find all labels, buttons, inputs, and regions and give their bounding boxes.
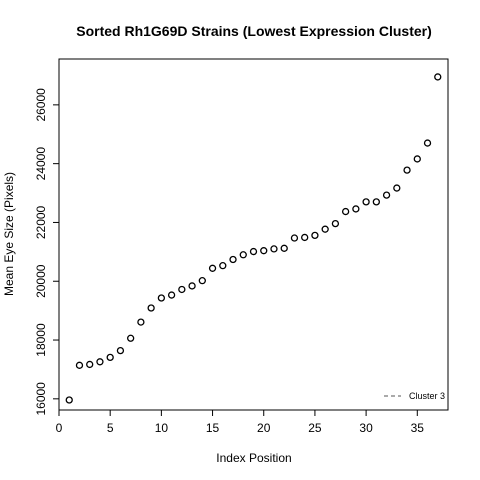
data-point (75, 361, 84, 369)
x-tick-label: 35 (411, 421, 425, 435)
y-tick-label: 24000 (34, 147, 48, 181)
data-point (423, 139, 432, 147)
y-axis-label: Mean Eye Size (Pixels) (2, 172, 16, 296)
data-point (188, 282, 196, 290)
data-point (157, 294, 166, 302)
data-point (393, 184, 401, 192)
data-point (147, 304, 155, 312)
x-tick-label: 25 (308, 421, 322, 435)
x-tick-label: 30 (359, 421, 373, 435)
x-axis-label: Index Position (216, 451, 291, 465)
data-point (260, 247, 268, 255)
data-point (382, 191, 391, 199)
data-point (127, 334, 135, 342)
data-point (362, 198, 370, 206)
x-tick-label: 15 (206, 421, 220, 435)
x-tick-label: 10 (155, 421, 169, 435)
data-point (239, 251, 247, 259)
data-point (116, 346, 125, 355)
y-tick-label: 22000 (34, 205, 48, 239)
y-tick-label: 20000 (34, 264, 48, 298)
data-point (434, 73, 442, 81)
data-point (331, 219, 340, 228)
x-tick-label: 0 (56, 421, 63, 435)
y-tick-label: 18000 (34, 323, 48, 357)
data-point (249, 247, 258, 256)
data-point (413, 155, 421, 163)
data-point (106, 353, 114, 362)
data-point (137, 318, 145, 326)
data-point (219, 262, 227, 270)
x-tick-label: 5 (107, 421, 114, 435)
data-point (65, 396, 73, 404)
legend-label-cluster-3: Cluster 3 (409, 391, 445, 401)
x-tick-label: 20 (257, 421, 271, 435)
data-point (167, 291, 176, 299)
data-point (403, 166, 411, 174)
data-point (96, 358, 104, 366)
data-point (311, 231, 319, 240)
x-axis: 0 5 10 15 20 25 30 35 (56, 410, 425, 435)
plot-frame (58, 58, 449, 411)
data-point (280, 244, 288, 252)
data-point (372, 198, 380, 206)
y-tick-label: 16000 (34, 382, 48, 416)
data-point (301, 233, 309, 242)
data-point (208, 264, 217, 272)
data-point (270, 245, 278, 253)
data-point (198, 277, 206, 285)
y-tick-label: 26000 (34, 88, 48, 122)
data-point (321, 225, 329, 233)
chart-title: Sorted Rh1G69D Strains (Lowest Expressio… (76, 23, 432, 39)
data-point (352, 205, 360, 213)
data-point (229, 255, 237, 264)
data-point (341, 207, 350, 216)
data-point (178, 285, 186, 294)
data-points (65, 73, 442, 404)
data-point (86, 360, 94, 369)
legend: Cluster 3 (384, 391, 445, 401)
y-axis: 16000 18000 20000 22000 24000 26000 (34, 88, 59, 416)
data-point (290, 234, 299, 242)
